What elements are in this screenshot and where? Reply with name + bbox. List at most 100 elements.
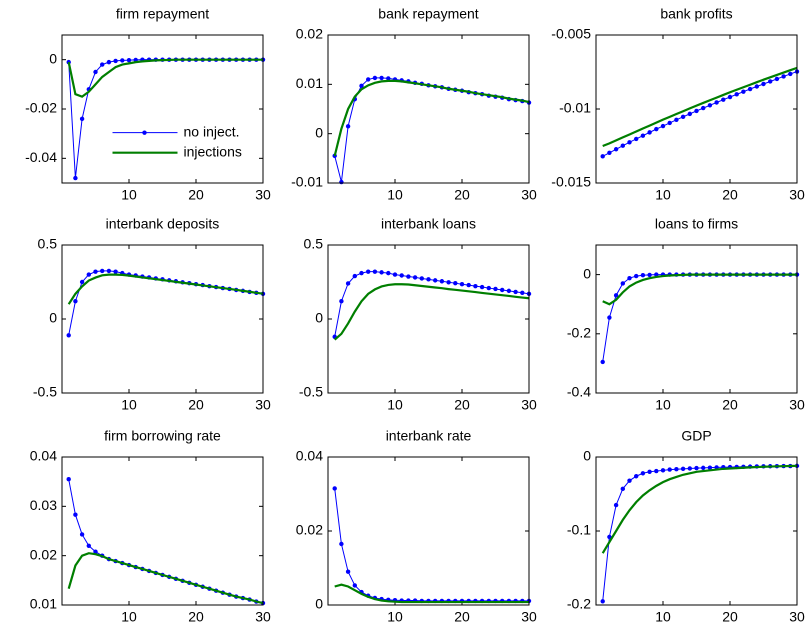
data-point (701, 465, 706, 471)
y-tick-label: -0.01 (291, 174, 323, 190)
x-tick-label: 30 (521, 609, 537, 625)
data-point (627, 478, 632, 483)
data-point (446, 280, 451, 285)
x-tick-label: 10 (121, 187, 137, 203)
data-point (734, 92, 739, 97)
axes-box (327, 244, 530, 394)
x-tick-label: 10 (121, 609, 137, 625)
y-tick-label: 0.02 (296, 26, 323, 42)
data-point (93, 549, 98, 554)
chart-title: firm repayment (116, 6, 209, 22)
data-point (345, 124, 351, 129)
chart-title: GDP (681, 428, 711, 444)
series-line (602, 66, 798, 148)
axes-box (595, 34, 798, 184)
plot-area (328, 35, 529, 183)
y-tick-label: 0 (315, 596, 323, 612)
plot-area (596, 245, 797, 393)
data-point (613, 147, 619, 152)
data-point (100, 268, 105, 274)
data-point (106, 59, 112, 65)
data-point (768, 79, 773, 84)
series-line (67, 273, 264, 305)
data-point (500, 287, 505, 293)
chart-title: interbank loans (381, 216, 476, 232)
chart-title: loans to firms (655, 216, 738, 232)
data-point (620, 281, 625, 286)
y-tick-label: -0.1 (567, 522, 591, 538)
y-tick-label: 0.02 (30, 546, 57, 562)
x-tick-label: 20 (722, 609, 738, 625)
chart-title: interbank deposits (106, 216, 220, 232)
data-point (73, 512, 78, 517)
data-point (674, 467, 679, 472)
data-point (600, 154, 605, 159)
series-line (601, 464, 798, 554)
data-point (399, 273, 404, 278)
data-point (339, 299, 344, 304)
data-point (126, 57, 132, 63)
x-tick-label: 30 (789, 187, 805, 203)
plot-area (62, 35, 263, 183)
data-point (707, 103, 713, 108)
y-tick-label: -0.04 (25, 149, 57, 165)
data-point (392, 272, 398, 277)
data-point (747, 86, 753, 92)
data-point (113, 269, 118, 274)
data-point (366, 269, 371, 274)
x-tick-label: 20 (454, 397, 470, 413)
data-point (774, 76, 780, 82)
data-point (647, 469, 652, 474)
data-point (506, 288, 512, 294)
axes-box (327, 34, 530, 184)
y-tick-label: -0.2 (567, 596, 591, 612)
y-tick-label: 0 (315, 310, 323, 326)
plot-area (62, 457, 263, 605)
data-point (687, 466, 692, 471)
data-point (620, 143, 625, 148)
data-point (654, 468, 659, 474)
data-point (459, 282, 465, 287)
data-point (466, 282, 471, 288)
data-point (426, 277, 431, 282)
y-tick-label: 0.02 (296, 522, 323, 538)
series-line (67, 552, 264, 605)
data-point (79, 116, 85, 122)
data-point (386, 76, 391, 81)
data-point (79, 532, 85, 537)
data-point (473, 283, 478, 289)
data-point (647, 272, 652, 278)
y-tick-label: 0 (49, 310, 57, 326)
data-point (607, 534, 612, 540)
axes-box (61, 34, 264, 184)
data-point (113, 58, 118, 64)
x-tick-label: 30 (789, 397, 805, 413)
data-point (372, 75, 378, 81)
x-tick-label: 30 (255, 187, 271, 203)
y-tick-label: 0.04 (30, 448, 57, 464)
x-tick-label: 20 (454, 187, 470, 203)
data-point (714, 100, 719, 105)
data-point (613, 502, 619, 508)
data-point (345, 281, 351, 286)
y-tick-label: 0 (583, 265, 591, 281)
data-point (600, 599, 605, 604)
data-point (707, 465, 713, 470)
series-line (333, 79, 530, 157)
data-point (667, 467, 672, 472)
data-point (613, 293, 619, 298)
data-point (660, 123, 666, 129)
y-tick-label: -0.2 (567, 325, 591, 341)
data-point (788, 71, 793, 77)
data-point (352, 273, 357, 279)
x-tick-label: 30 (521, 397, 537, 413)
x-tick-label: 10 (121, 397, 137, 413)
data-point (627, 140, 632, 145)
chart-title: bank profits (660, 6, 732, 22)
series-line (67, 58, 263, 98)
data-point (339, 541, 344, 547)
data-point (674, 117, 679, 123)
data-point (600, 359, 605, 365)
data-point (66, 333, 71, 338)
